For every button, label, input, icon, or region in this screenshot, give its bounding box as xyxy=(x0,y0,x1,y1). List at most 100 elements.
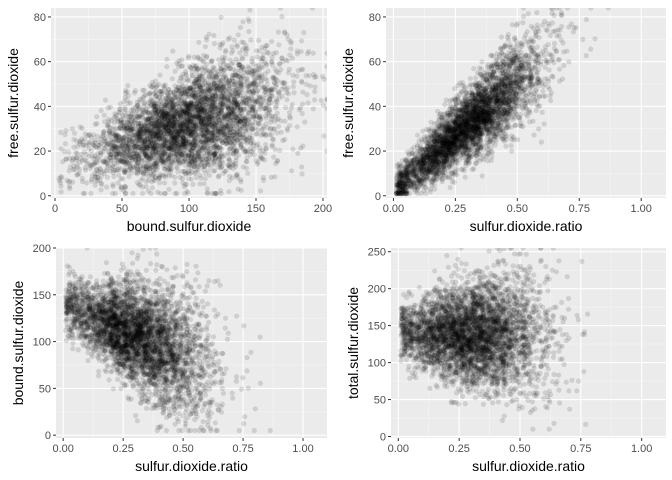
data-point xyxy=(209,109,215,115)
data-point xyxy=(141,169,147,175)
data-point xyxy=(218,121,224,127)
data-point xyxy=(235,93,241,100)
data-point xyxy=(196,78,202,85)
data-point xyxy=(165,112,171,118)
data-point xyxy=(267,119,273,125)
data-point xyxy=(209,136,215,143)
data-point xyxy=(188,107,194,113)
data-point xyxy=(138,120,144,127)
data-point xyxy=(194,104,200,110)
data-point xyxy=(250,108,256,114)
data-point xyxy=(99,181,105,187)
data-point xyxy=(265,125,271,131)
data-point xyxy=(288,40,294,46)
data-point xyxy=(231,37,237,43)
data-point xyxy=(192,114,198,120)
data-point xyxy=(143,118,150,124)
data-point xyxy=(263,142,269,148)
data-point xyxy=(270,50,277,57)
data-point xyxy=(171,139,177,145)
data-point xyxy=(158,152,164,158)
data-point xyxy=(253,157,259,164)
data-point xyxy=(263,43,269,49)
data-point xyxy=(164,145,171,152)
data-point xyxy=(122,169,128,175)
data-point xyxy=(224,116,230,122)
data-point xyxy=(161,173,167,179)
data-point xyxy=(263,98,269,104)
data-point xyxy=(197,172,203,178)
data-point xyxy=(269,143,275,149)
data-point xyxy=(277,8,283,11)
data-point xyxy=(69,126,75,132)
data-point xyxy=(146,91,152,97)
data-point xyxy=(301,29,307,36)
data-point xyxy=(179,86,185,92)
data-point xyxy=(262,45,268,52)
data-point xyxy=(245,109,251,115)
data-point xyxy=(249,135,255,141)
data-point xyxy=(230,87,237,94)
data-point xyxy=(122,147,128,153)
data-point xyxy=(165,139,171,145)
data-point xyxy=(130,105,136,111)
data-point xyxy=(105,141,112,147)
data-point xyxy=(219,123,225,129)
data-point xyxy=(200,120,206,126)
data-point xyxy=(152,124,158,131)
data-point xyxy=(124,141,130,147)
data-point xyxy=(211,113,217,119)
scatter-panel-1: 0 50 100 150 200020406080bound.sulfur.dioxid… xyxy=(5,8,332,234)
data-point xyxy=(207,111,213,117)
data-point xyxy=(131,155,137,161)
data-point xyxy=(269,59,275,65)
data-point xyxy=(588,8,594,11)
data-point xyxy=(234,148,240,155)
data-point xyxy=(252,79,258,85)
data-point xyxy=(156,173,162,179)
data-point xyxy=(128,166,135,172)
data-point xyxy=(216,57,222,63)
data-point xyxy=(113,144,119,150)
data-point xyxy=(94,167,100,173)
x-tick-label: 0 xyxy=(52,203,58,215)
data-point xyxy=(227,78,233,84)
data-point xyxy=(215,144,221,150)
data-point xyxy=(134,135,140,141)
data-point xyxy=(176,89,182,95)
data-point xyxy=(211,65,217,71)
data-point xyxy=(200,82,206,88)
data-point xyxy=(168,126,174,132)
data-point xyxy=(324,96,327,102)
data-point xyxy=(237,50,243,56)
data-point xyxy=(162,137,168,143)
data-point xyxy=(232,72,238,78)
data-point xyxy=(241,106,247,112)
data-point xyxy=(221,96,227,103)
data-point xyxy=(116,134,122,140)
data-point xyxy=(243,51,249,57)
data-point xyxy=(260,55,266,62)
data-point xyxy=(160,132,166,138)
data-point xyxy=(151,140,157,146)
data-point xyxy=(206,172,213,178)
data-point xyxy=(163,110,169,116)
data-point xyxy=(108,131,114,137)
data-point xyxy=(238,76,244,82)
data-point xyxy=(588,46,594,52)
data-point xyxy=(324,64,327,70)
data-point xyxy=(222,114,228,120)
data-point xyxy=(180,110,186,116)
data-point xyxy=(62,141,68,147)
data-point xyxy=(220,153,226,159)
data-point xyxy=(249,72,255,78)
data-point xyxy=(324,50,327,56)
data-point xyxy=(174,151,180,157)
data-point xyxy=(291,90,297,96)
data-point xyxy=(203,105,209,111)
data-point xyxy=(226,189,232,195)
data-point xyxy=(152,178,158,184)
data-point xyxy=(142,129,148,135)
data-point xyxy=(204,190,211,197)
